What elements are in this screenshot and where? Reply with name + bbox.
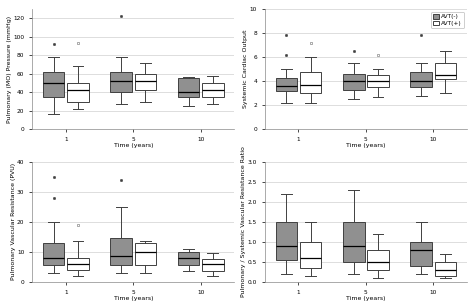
Y-axis label: Pulmonary / Systemic Vascular Resistance Ratio: Pulmonary / Systemic Vascular Resistance… [241,146,246,297]
PathPatch shape [43,72,64,97]
PathPatch shape [367,75,389,87]
PathPatch shape [435,262,456,276]
Legend: AVT(-), AVT(+): AVT(-), AVT(+) [430,12,464,28]
X-axis label: Time (years): Time (years) [346,296,386,301]
Y-axis label: Systemic Cardiac Output: Systemic Cardiac Output [243,30,248,108]
PathPatch shape [67,258,89,270]
PathPatch shape [343,74,365,90]
Y-axis label: Pulmonary Vascular Resistance (PVU): Pulmonary Vascular Resistance (PVU) [10,163,16,280]
PathPatch shape [43,243,64,265]
PathPatch shape [178,252,200,265]
PathPatch shape [343,222,365,262]
X-axis label: Time (years): Time (years) [346,144,386,148]
PathPatch shape [367,250,389,270]
PathPatch shape [275,222,297,260]
PathPatch shape [135,243,156,265]
PathPatch shape [110,72,132,92]
PathPatch shape [410,242,432,266]
PathPatch shape [110,238,132,265]
PathPatch shape [300,242,321,268]
PathPatch shape [202,83,224,97]
PathPatch shape [135,74,156,91]
PathPatch shape [435,63,456,79]
X-axis label: Time (years): Time (years) [113,144,153,148]
Y-axis label: Pulmonary (MO) Pressure (mmHg): Pulmonary (MO) Pressure (mmHg) [7,16,12,123]
PathPatch shape [300,71,321,93]
X-axis label: Time (years): Time (years) [113,296,153,301]
PathPatch shape [202,259,224,271]
PathPatch shape [410,71,432,87]
PathPatch shape [67,83,89,102]
PathPatch shape [275,78,297,91]
PathPatch shape [178,79,200,97]
